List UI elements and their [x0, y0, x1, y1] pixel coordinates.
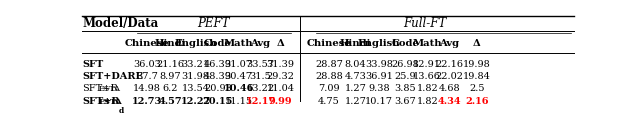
- Text: 46.39: 46.39: [204, 59, 232, 68]
- Text: 36.03: 36.03: [133, 59, 161, 68]
- Text: English: English: [358, 39, 401, 47]
- Text: 14.98: 14.98: [133, 84, 161, 93]
- Text: ESTA: ESTA: [99, 97, 123, 105]
- Text: 7.09: 7.09: [318, 84, 340, 93]
- Text: 30.47: 30.47: [225, 72, 253, 81]
- Text: 21.16: 21.16: [156, 59, 184, 68]
- Text: 9.99: 9.99: [269, 97, 292, 105]
- Text: 33.98: 33.98: [365, 59, 393, 68]
- Text: 1.82: 1.82: [417, 84, 438, 93]
- Text: 29.32: 29.32: [266, 72, 294, 81]
- Text: Chinese: Chinese: [307, 39, 351, 47]
- Text: 37.7: 37.7: [136, 72, 158, 81]
- Text: 4.73: 4.73: [344, 72, 366, 81]
- Text: 12.27: 12.27: [180, 97, 211, 105]
- Text: Avg: Avg: [250, 39, 271, 47]
- Text: Δ: Δ: [473, 39, 481, 47]
- Text: 1.82: 1.82: [417, 97, 438, 105]
- Text: 20.15: 20.15: [203, 97, 233, 105]
- Text: 6.2: 6.2: [163, 84, 178, 93]
- Text: 4.75: 4.75: [318, 97, 340, 105]
- Text: 48.39: 48.39: [204, 72, 232, 81]
- Text: 10.17: 10.17: [365, 97, 393, 105]
- Text: Model/Data: Model/Data: [83, 17, 159, 30]
- Text: 4.57: 4.57: [159, 97, 182, 105]
- Text: 28.87: 28.87: [315, 59, 343, 68]
- Text: 19.98: 19.98: [463, 59, 491, 68]
- Text: 31.5: 31.5: [250, 72, 271, 81]
- Text: 1.27: 1.27: [344, 84, 366, 93]
- Text: 25.9: 25.9: [395, 72, 416, 81]
- Text: 20.93: 20.93: [204, 84, 232, 93]
- Text: PEFT: PEFT: [198, 17, 230, 30]
- Text: 13.22: 13.22: [246, 84, 275, 93]
- Text: 8.97: 8.97: [159, 72, 181, 81]
- Text: ESTA: ESTA: [99, 84, 121, 92]
- Text: 2.16: 2.16: [465, 97, 488, 105]
- Text: Δ: Δ: [276, 39, 284, 47]
- Text: 12.17: 12.17: [246, 97, 276, 105]
- Text: 10.46: 10.46: [223, 84, 254, 93]
- Text: 36.91: 36.91: [365, 72, 393, 81]
- Text: English: English: [174, 39, 217, 47]
- Text: 9.38: 9.38: [368, 84, 390, 93]
- Text: SFT: SFT: [83, 59, 104, 68]
- Text: Hindi: Hindi: [340, 39, 371, 47]
- Text: Code: Code: [392, 39, 419, 47]
- Text: 31.98: 31.98: [182, 72, 209, 81]
- Text: SFT+R: SFT+R: [83, 97, 120, 105]
- Text: 33.21: 33.21: [182, 59, 210, 68]
- Text: Math: Math: [412, 39, 442, 47]
- Text: Avg: Avg: [440, 39, 460, 47]
- Text: 4.68: 4.68: [438, 84, 460, 93]
- Text: 12.73: 12.73: [132, 97, 162, 105]
- Text: Hindi: Hindi: [155, 39, 186, 47]
- Text: 19.84: 19.84: [463, 72, 491, 81]
- Text: Chinese: Chinese: [125, 39, 170, 47]
- Text: 2.5: 2.5: [469, 84, 484, 93]
- Text: SFT+R: SFT+R: [83, 84, 118, 93]
- Text: 33.57: 33.57: [246, 59, 275, 68]
- Text: 12.91: 12.91: [413, 59, 441, 68]
- Text: 3.67: 3.67: [394, 97, 416, 105]
- Text: 22.16: 22.16: [435, 59, 463, 68]
- Text: 11.04: 11.04: [266, 84, 294, 93]
- Text: 1.27: 1.27: [344, 97, 366, 105]
- Text: 11.15: 11.15: [225, 97, 253, 105]
- Text: 3.85: 3.85: [395, 84, 416, 93]
- Text: 13.54: 13.54: [182, 84, 209, 93]
- Text: 28.88: 28.88: [315, 72, 343, 81]
- Text: 8.04: 8.04: [344, 59, 366, 68]
- Text: 31.39: 31.39: [266, 59, 294, 68]
- Text: 4.34: 4.34: [438, 97, 461, 105]
- Text: d: d: [119, 106, 124, 114]
- Text: SFT+DARE: SFT+DARE: [83, 72, 143, 81]
- Text: 26.98: 26.98: [392, 59, 419, 68]
- Text: 22.02: 22.02: [435, 72, 463, 81]
- Text: Full-FT: Full-FT: [403, 17, 446, 30]
- Text: 31.07: 31.07: [225, 59, 253, 68]
- Text: Code: Code: [204, 39, 232, 47]
- Text: Math: Math: [224, 39, 253, 47]
- Text: 13.66: 13.66: [413, 72, 441, 81]
